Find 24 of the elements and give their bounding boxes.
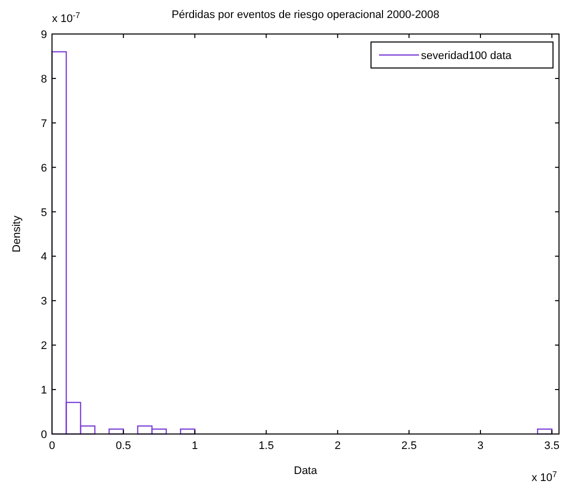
- x-tick-label: 1: [192, 440, 198, 452]
- y-tick-label: 8: [40, 73, 47, 86]
- y-tick-label: 5: [40, 206, 47, 219]
- y-tick-label: 4: [40, 251, 47, 264]
- legend-label: severidad100 data: [421, 50, 512, 62]
- y-axis-title: Density: [11, 215, 23, 252]
- x-tick-label: 2.5: [401, 440, 417, 452]
- y-tick-label: 0: [40, 429, 47, 441]
- y-tick-label: 6: [40, 162, 47, 174]
- text: x 10$^{7}$: [532, 470, 558, 484]
- x-tick-label: 2: [334, 440, 341, 452]
- x-axis-title: Data: [294, 465, 318, 477]
- y-tick-label: 7: [40, 118, 47, 130]
- chart-title: Pérdidas por eventos de riesgo operacional 2000-2008: [172, 9, 440, 21]
- y-tick-label: 3: [40, 296, 47, 308]
- x-tick-label: 3.5: [544, 440, 560, 452]
- x-tick-label: 0: [48, 440, 56, 452]
- y-tick-label: 2: [40, 340, 47, 352]
- text: x 10$^{-7}$: [52, 10, 81, 25]
- y-tick-label: 1: [40, 384, 47, 397]
- x-tick-label: 0.5: [116, 440, 132, 452]
- y-tick-label: 9: [40, 29, 47, 41]
- x-tick-label: 3: [477, 440, 484, 452]
- x-tick-label: 1.5: [258, 440, 274, 452]
